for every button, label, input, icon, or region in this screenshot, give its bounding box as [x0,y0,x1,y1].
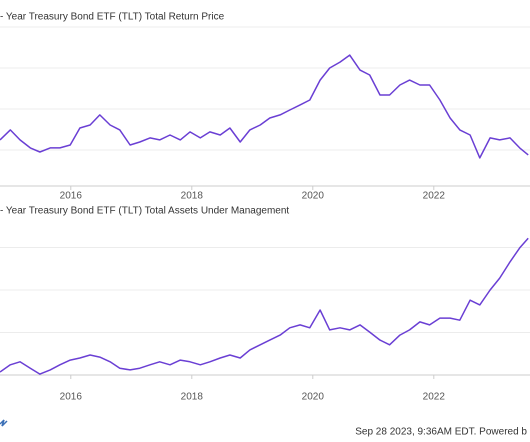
logo [0,419,8,427]
footer: Sep 28 2023, 9:36AM EDT. Powered b [355,427,527,438]
data-line [0,54,529,159]
chart-title: - Year Treasury Bond ETF (TLT) Total Ass… [0,206,289,217]
x-tick-label: 2018 [181,392,204,403]
x-tick-label: 2020 [302,392,325,403]
data-line [0,237,529,375]
x-tick-label: 2022 [423,392,446,403]
x-tick-label: 2020 [302,191,325,202]
x-tick-label: 2016 [60,191,83,202]
x-tick-label: 2022 [423,191,446,202]
chart-title: - Year Treasury Bond ETF (TLT) Total Ret… [0,12,225,23]
x-tick-label: 2018 [181,191,204,202]
x-tick-label: 2016 [60,392,83,403]
